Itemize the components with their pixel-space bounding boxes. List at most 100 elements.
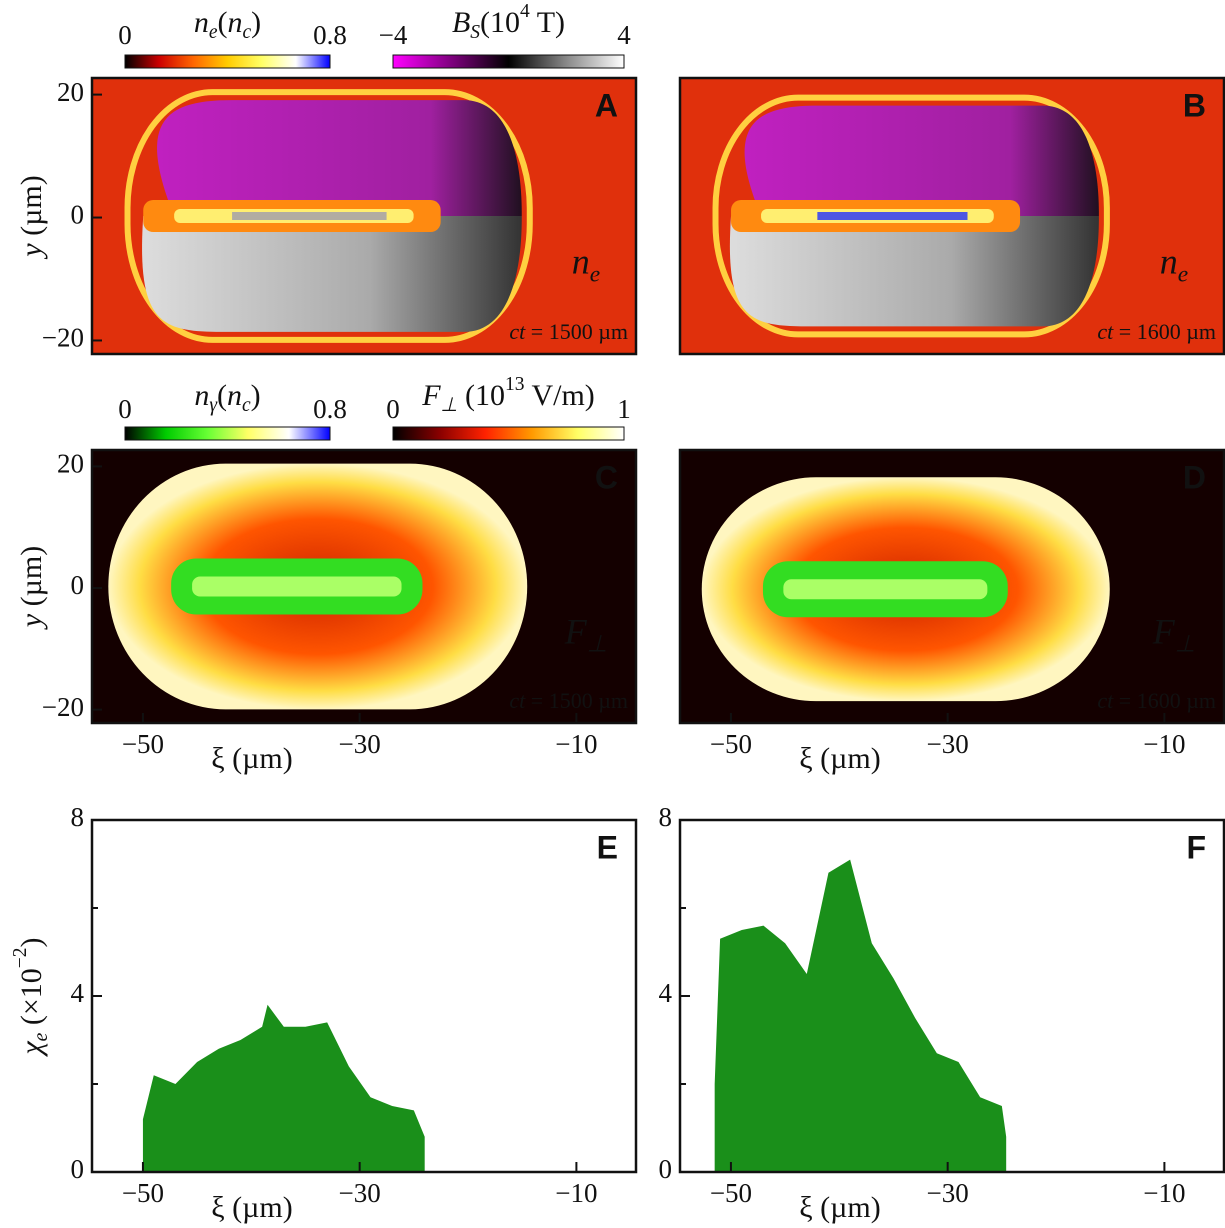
colorbar: [124, 54, 331, 69]
y-tick-label: 0: [71, 570, 85, 600]
label-part: S: [470, 22, 480, 43]
label-part: V/m): [525, 379, 595, 412]
label-part: 4: [520, 1, 530, 22]
colorbar: [392, 54, 625, 69]
x-tick-label: −10: [555, 729, 597, 759]
label-part: B: [452, 6, 470, 39]
x-tick-label: −30: [927, 1178, 969, 1208]
label-part: = 1600 µm: [1113, 688, 1216, 713]
x-axis-title: ξ (µm): [799, 1191, 880, 1224]
y-axis-title: y (µm): [15, 175, 48, 259]
label-part: = 1500 µm: [525, 319, 628, 344]
x-tick-label: −10: [555, 1178, 597, 1208]
colorbar-tick-label: 1: [617, 394, 631, 424]
dense-spots: [817, 212, 968, 220]
label-part: ct: [1097, 688, 1114, 713]
dense-spots: [232, 212, 387, 220]
time-label: ct = 1500 µm: [509, 688, 628, 713]
colorbar-title: ne(nc): [194, 6, 261, 44]
label-part: (: [218, 6, 228, 39]
y-tick-label: 20: [57, 449, 84, 479]
y-tick-label: 0: [71, 1154, 85, 1184]
field-top: [157, 100, 522, 216]
x-tick-label: −30: [339, 1178, 381, 1208]
label-part: ): [251, 6, 261, 39]
time-label: ct = 1600 µm: [1097, 688, 1216, 713]
label-part: = 1500 µm: [525, 688, 628, 713]
label-part: y: [15, 613, 48, 630]
y-tick-label: −20: [42, 692, 84, 722]
label-part: ⊥: [1175, 632, 1195, 658]
chi-envelope: [142, 1004, 425, 1172]
label-part: ): [15, 937, 48, 947]
bubble-rim: [124, 89, 533, 343]
label-part: n: [1160, 242, 1178, 282]
colorbar-title: nγ(nc): [194, 379, 260, 417]
electron-core: [174, 209, 414, 223]
panel-letter: C: [595, 459, 618, 495]
label-part: F: [1152, 612, 1176, 652]
colorbar-tick-label: 0: [386, 394, 400, 424]
label-part: (µm): [15, 175, 48, 243]
x-tick-label: −50: [122, 729, 164, 759]
x-axis-title: ξ (µm): [799, 742, 880, 775]
panel-letter: B: [1183, 87, 1206, 123]
panel-letter: D: [1183, 459, 1206, 495]
x-tick-label: −30: [339, 729, 381, 759]
label-part: F: [564, 612, 588, 652]
label-part: (: [217, 379, 227, 412]
label-part: T): [530, 6, 565, 39]
label-part: ct: [509, 688, 526, 713]
field-top: [744, 105, 1099, 216]
x-tick-label: −50: [122, 1178, 164, 1208]
y-tick-label: −20: [42, 323, 84, 353]
x-tick-label: −30: [927, 729, 969, 759]
y-axis-title: y (µm): [15, 546, 48, 630]
colorbar-tick-label: 0.8: [313, 20, 347, 50]
field-bottom: [729, 216, 1099, 327]
plot-frame: [678, 448, 1225, 725]
y-tick-label: 4: [659, 978, 673, 1008]
colorbar-title: F⊥ (1013 V/m): [421, 374, 595, 416]
label-part: −2: [10, 947, 31, 968]
label-part: n: [572, 242, 590, 282]
label-part: e: [209, 22, 218, 43]
label-part: = 1600 µm: [1113, 319, 1216, 344]
panel-letter: A: [595, 87, 618, 123]
plot-frame: [90, 448, 638, 725]
x-axis-title: ξ (µm): [211, 1191, 292, 1224]
x-tick-label: −10: [1143, 729, 1185, 759]
x-axis-title: ξ (µm): [211, 742, 292, 775]
colorbar-title: BS(104 T): [452, 1, 565, 43]
field-bottom: [142, 216, 522, 332]
label-part: n: [228, 6, 243, 39]
colorbar-tick-label: 4: [617, 20, 631, 50]
plot-frame: [678, 76, 1225, 356]
x-tick-label: −50: [710, 1178, 752, 1208]
label-part: y: [15, 243, 48, 260]
label-part: e: [1178, 262, 1188, 288]
colorbar-tick-label: 0.8: [313, 394, 347, 424]
y-tick-label: 20: [57, 77, 84, 107]
y-tick-label: 4: [71, 978, 85, 1008]
time-label: ct = 1600 µm: [1097, 319, 1216, 344]
quantity-label: ne: [572, 242, 600, 288]
label-part: (×10: [15, 968, 48, 1032]
label-part: ⊥: [441, 395, 458, 416]
label-part: ⊥: [587, 632, 607, 658]
x-tick-label: −10: [1143, 1178, 1185, 1208]
label-part: ξ (µm): [799, 1191, 880, 1224]
label-part: e: [31, 1032, 52, 1041]
colorbar: [124, 426, 331, 441]
panel-letter: F: [1186, 829, 1206, 865]
label-part: F: [421, 379, 441, 412]
colorbar: [392, 426, 625, 441]
y-tick-label: 0: [659, 1154, 673, 1184]
label-part: (10: [480, 6, 520, 39]
quantity-label: F⊥: [1152, 612, 1195, 658]
label-part: ξ (µm): [211, 1191, 292, 1224]
label-part: ct: [1097, 319, 1114, 344]
plot-frame: [90, 76, 638, 356]
label-part: ): [251, 379, 261, 412]
panel-letter: E: [597, 829, 618, 865]
